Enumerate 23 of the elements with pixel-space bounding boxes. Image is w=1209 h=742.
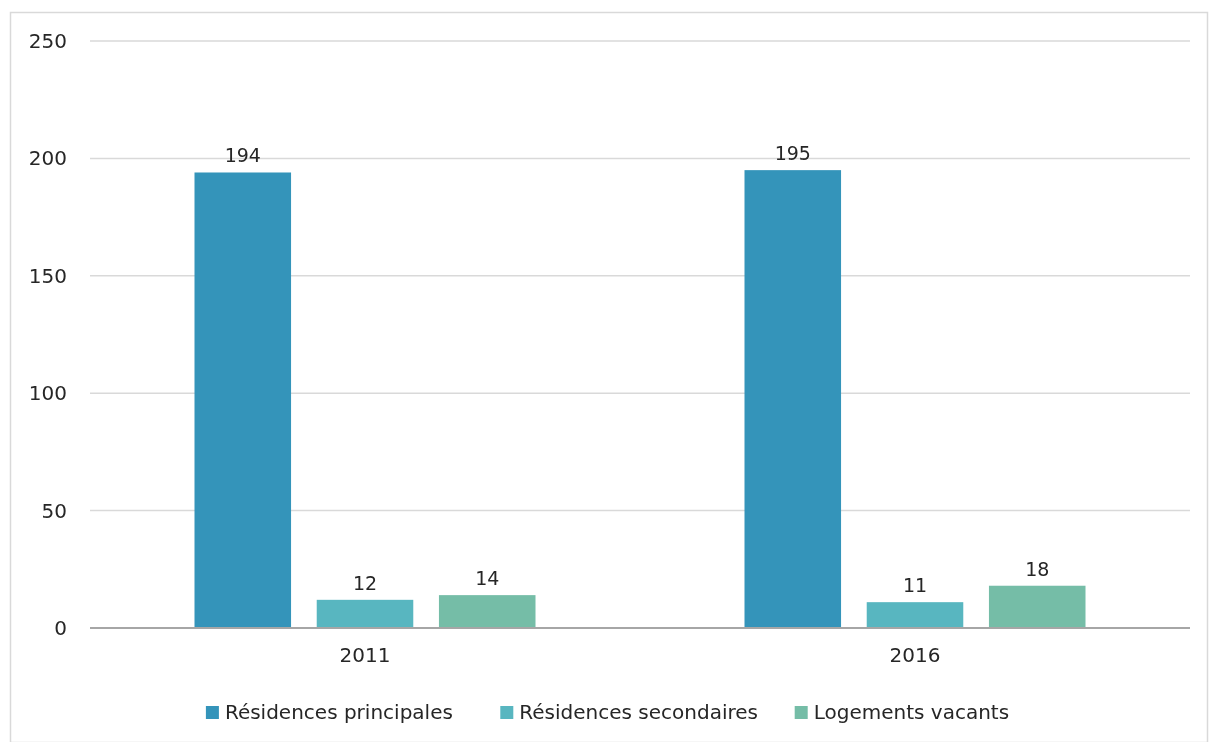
x-tick-label: 2016 xyxy=(889,643,941,667)
bar xyxy=(194,172,292,628)
y-tick-label: 0 xyxy=(54,616,67,640)
legend-label: Logements vacants xyxy=(813,700,1010,724)
y-tick-label: 200 xyxy=(28,146,67,171)
bar xyxy=(744,170,842,628)
data-label: 11 xyxy=(902,574,928,597)
y-tick-label: 150 xyxy=(28,263,67,288)
data-label: 195 xyxy=(774,142,811,165)
bar xyxy=(988,585,1086,628)
data-label: 18 xyxy=(1025,557,1050,580)
data-label: 12 xyxy=(352,571,378,594)
bar xyxy=(866,602,964,628)
legend-label: Résidences secondaires xyxy=(519,700,758,724)
y-tick-label: 50 xyxy=(41,498,67,523)
legend-label: Résidences principales xyxy=(224,700,453,724)
data-label: 194 xyxy=(224,144,261,167)
bar xyxy=(316,599,414,628)
bar xyxy=(438,595,536,628)
y-tick-label: 250 xyxy=(28,29,67,53)
x-tick-label: 2011 xyxy=(339,643,391,667)
y-tick-label: 100 xyxy=(28,381,67,406)
data-label: 14 xyxy=(475,567,500,590)
